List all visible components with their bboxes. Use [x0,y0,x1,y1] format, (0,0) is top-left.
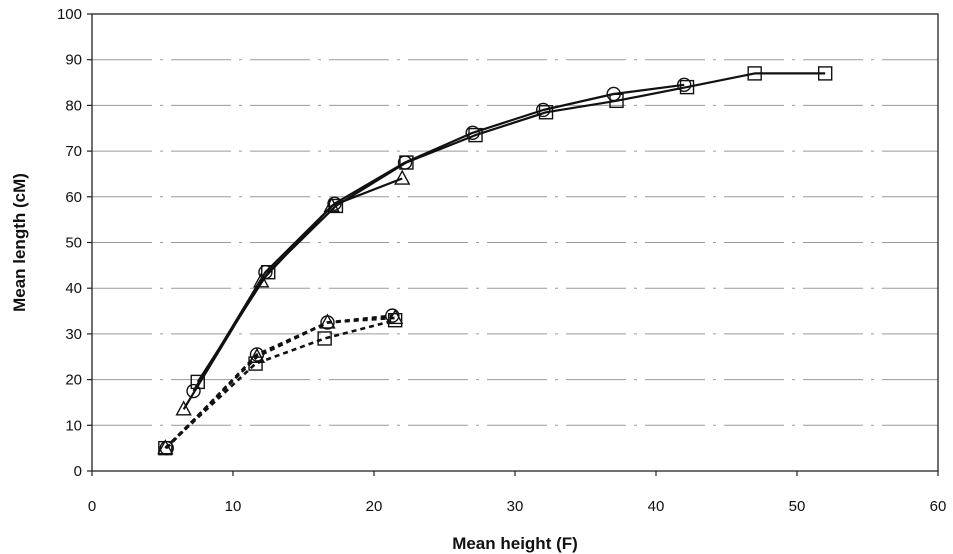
data-point-square [399,155,414,170]
series-line [165,314,393,450]
data-point-square [328,198,344,214]
y-axis-label: Mean length (cM) [10,173,29,312]
x-tick-label: 30 [507,498,524,515]
y-tick-label: 10 [65,417,82,434]
x-axis-label: Mean height (F) [452,534,578,553]
series-dashed-triangle [157,308,404,455]
x-tick-label: 10 [225,498,242,515]
data-point-square [317,331,332,346]
series-dashed-square [158,312,403,456]
data-point-square [261,265,276,280]
series-solid-triangle [175,169,411,416]
data-point-circle [677,77,692,93]
plot-frame [91,13,939,472]
data-point-circle [385,308,400,323]
x-tick-label: 40 [648,498,665,515]
data-point-circle [536,102,551,118]
data-point-square [538,105,554,120]
data-point-square [818,66,833,81]
data-point-circle [320,315,335,330]
data-point-square [679,79,695,95]
data-point-circle [186,383,201,399]
data-point-square [387,312,403,328]
y-tick-label: 100 [57,6,82,23]
axis-ticks: 0 10 20 30 40 50 60 70 80 90 100 0 10 20 30 40 50 60 [57,6,946,515]
y-tick-label: 0 [74,463,82,480]
series-line [182,177,403,410]
series-solid-square [190,66,833,390]
y-tick-label: 70 [65,143,82,160]
data-point-square [158,440,173,456]
data-point-square [190,374,205,390]
x-tick-label: 0 [88,498,96,515]
series-line [196,72,826,383]
x-tick-label: 60 [930,498,947,515]
grid-lines [92,59,938,426]
y-tick-label: 50 [65,235,82,252]
data-point-triangle [175,400,192,416]
data-point-square [248,356,263,371]
y-tick-label: 60 [65,189,82,206]
data-point-square [609,93,624,109]
x-tick-label: 50 [789,498,806,515]
data-point-square [747,66,762,81]
data-point-triangle [248,347,266,363]
x-tick-label: 20 [366,498,383,515]
y-tick-label: 20 [65,372,82,389]
series-solid-circle [186,77,692,399]
data-point-circle [249,347,265,362]
series-dashed-circle [159,308,400,456]
y-tick-label: 90 [65,52,82,69]
data-point-triangle [253,272,270,288]
y-tick-label: 30 [65,326,82,343]
series-line [192,83,685,392]
series-layer [157,66,833,456]
data-point-triangle [394,169,411,185]
y-tick-label: 40 [65,280,82,297]
y-tick-label: 80 [65,97,82,114]
data-point-square [468,127,483,143]
